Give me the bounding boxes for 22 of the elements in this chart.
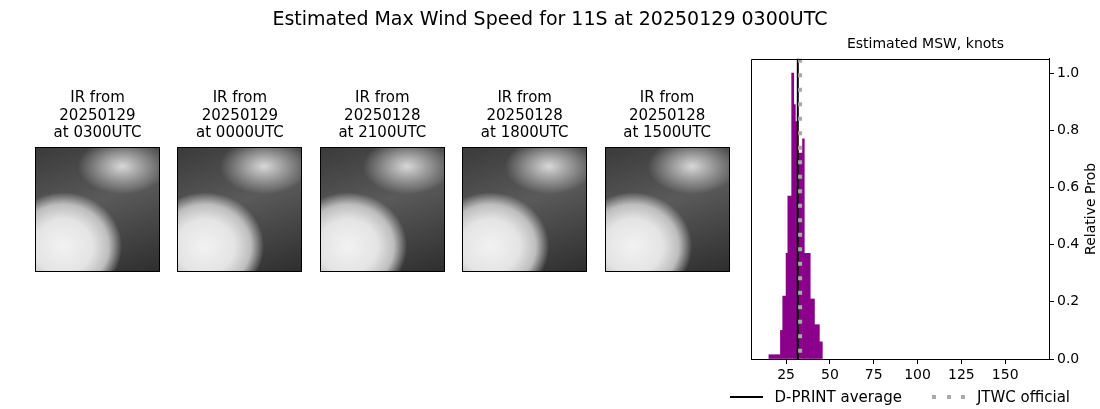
text: IR from 20250128 at 1800UTC [479, 88, 570, 142]
x-tick-label: 100 [904, 366, 931, 383]
y-axis-title: Relative Prob [1081, 162, 1098, 255]
legend-label: JTWC official [976, 388, 1071, 406]
y-tick-label: 1.0 [1057, 63, 1080, 80]
text: IR from 20250128 at 2100UTC [337, 88, 428, 142]
legend-label: D-PRINT average [774, 388, 902, 406]
y-tick-label: 0.2 [1057, 292, 1080, 309]
y-tick-label: 0.6 [1057, 178, 1080, 195]
text: IR from 20250128 at 1500UTC [622, 88, 712, 142]
text: IR from 20250129 at 0000UTC [195, 88, 285, 142]
y-tick-label: 0.8 [1057, 120, 1080, 137]
text: IR from 20250129 at 0300UTC [52, 88, 143, 142]
y-tick-label: 0.0 [1057, 349, 1080, 366]
x-tick-label: 125 [947, 366, 975, 383]
text: Estimated Max Wind Speed for 11S at 20250129 0300UTC [271, 6, 829, 30]
x-tick-label: 75 [864, 366, 883, 383]
y-tick-label: 0.4 [1057, 235, 1080, 252]
x-tick-label: 25 [777, 366, 795, 383]
chart-subtitle: Estimated MSW, knots [846, 35, 1005, 52]
x-tick-label: 50 [820, 366, 839, 383]
x-tick-label: 150 [991, 366, 1019, 383]
